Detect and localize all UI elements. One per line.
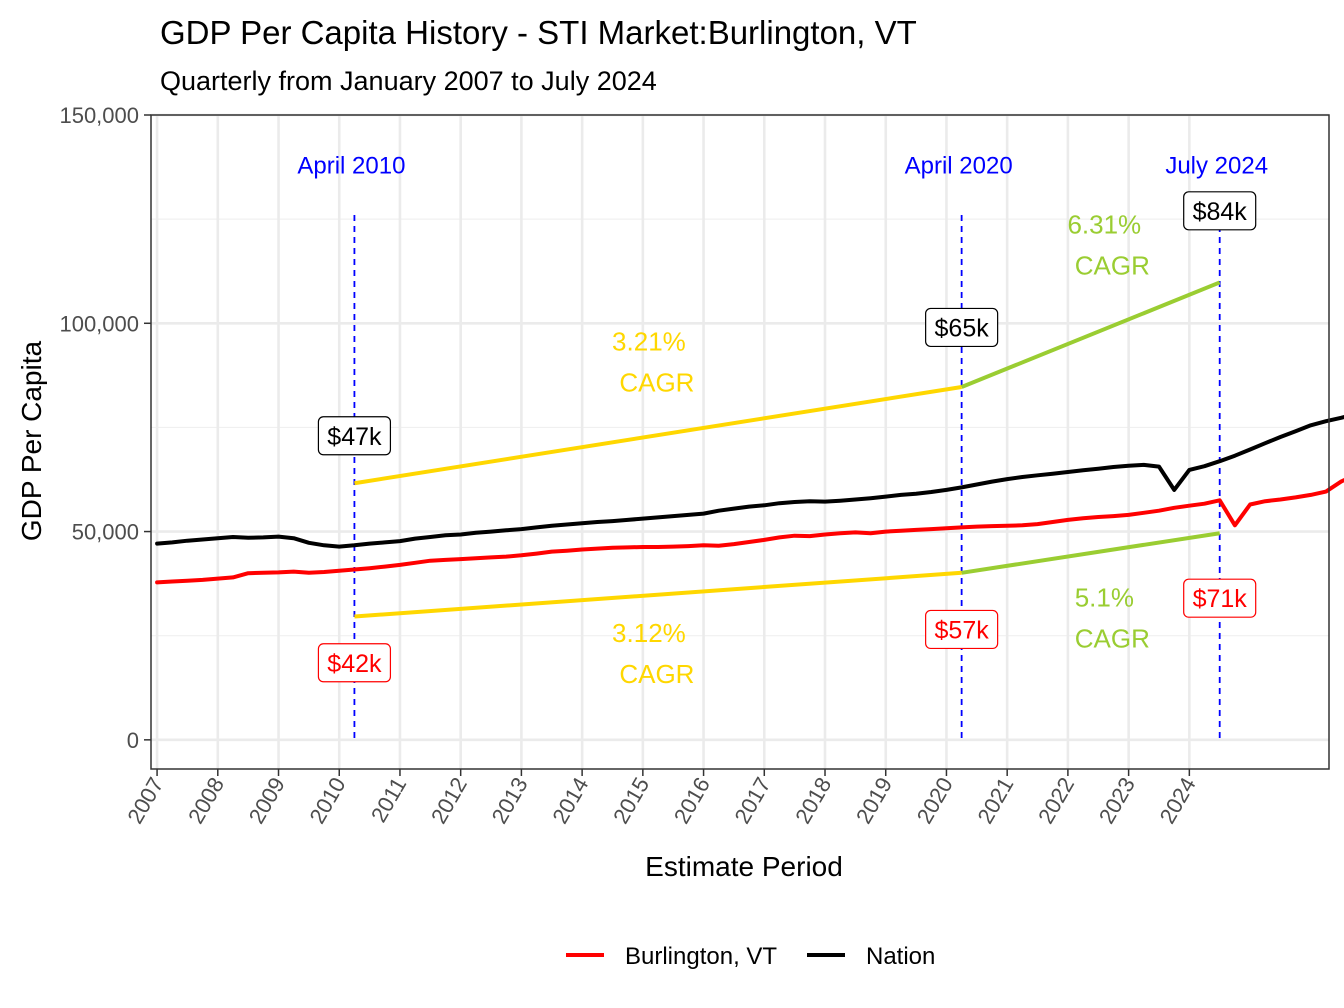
- x-tick-label: 2018: [790, 773, 836, 828]
- value-label-box: [317, 643, 392, 683]
- series-line: [155, 414, 1344, 549]
- x-tick-label: 2024: [1155, 773, 1201, 828]
- legend: Burlington, VT Nation: [566, 943, 935, 970]
- x-tick-label: 2014: [547, 773, 593, 828]
- chart-subtitle: Quarterly from January 2007 to July 2024: [160, 66, 657, 96]
- legend-label-burlington: Burlington, VT: [625, 943, 777, 970]
- x-tick-label: 2008: [183, 773, 229, 828]
- value-label: $84k: [1193, 198, 1248, 226]
- value-label: $47k: [327, 423, 382, 451]
- y-tick-label: 100,000: [59, 311, 139, 336]
- x-axis-label: Estimate Period: [645, 851, 843, 882]
- y-tick-label: 0: [127, 728, 139, 753]
- value-label-box: [925, 307, 999, 348]
- value-label: $42k: [327, 650, 382, 678]
- x-tick-label: 2013: [487, 773, 533, 828]
- chart-title: GDP Per Capita History - STI Market:Burl…: [160, 14, 917, 51]
- x-tick-label: 2021: [972, 773, 1018, 828]
- cagr-percent-label: 5.1%: [1075, 583, 1134, 613]
- reference-label: July 2024: [1165, 152, 1268, 179]
- x-tick-label: 2020: [912, 773, 958, 828]
- x-tick-label: 2017: [729, 773, 775, 828]
- cagr-word-label: CAGR: [619, 659, 694, 689]
- series-line: [155, 477, 1344, 585]
- y-tick-label: 50,000: [72, 520, 139, 545]
- x-tick-label: 2023: [1094, 773, 1140, 828]
- trend-line: [354, 385, 962, 486]
- cagr-percent-label: 3.21%: [612, 326, 686, 356]
- value-label: $65k: [935, 314, 990, 342]
- x-tick-label: 2007: [122, 773, 168, 828]
- value-label: $71k: [1193, 585, 1248, 613]
- x-tick-label: 2011: [366, 773, 411, 826]
- value-label-box: [1183, 578, 1257, 618]
- trend-line: [354, 570, 962, 619]
- reference-label: April 2010: [297, 152, 405, 179]
- value-label-box: [317, 416, 392, 456]
- cagr-word-label: CAGR: [1075, 251, 1150, 281]
- x-tick-label: 2016: [669, 773, 715, 828]
- cagr-word-label: CAGR: [1075, 624, 1150, 654]
- value-label-box: [925, 609, 999, 650]
- value-label: $57k: [935, 616, 990, 644]
- plot-border: [150, 114, 1330, 770]
- y-axis-label: GDP Per Capita: [16, 340, 47, 541]
- x-tick-label: 2010: [304, 773, 350, 828]
- cagr-word-label: CAGR: [619, 367, 694, 397]
- x-tick-label: 2019: [851, 773, 897, 828]
- cagr-percent-label: 6.31%: [1067, 210, 1141, 240]
- y-tick-label: 150,000: [59, 103, 139, 128]
- trend-line: [961, 531, 1221, 575]
- x-tick-label: 2009: [244, 773, 290, 828]
- legend-label-nation: Nation: [866, 943, 935, 970]
- value-label-box: [1183, 191, 1257, 231]
- x-tick-label: 2012: [426, 773, 472, 828]
- trend-line: [960, 280, 1221, 389]
- plot-area: 0 50,000 100,000 150,000 2007 2008 2009 2010 201…: [59, 103, 1344, 828]
- cagr-percent-label: 3.12%: [612, 618, 686, 648]
- x-tick-label: 2015: [608, 773, 654, 828]
- x-tick-label: 2022: [1033, 773, 1079, 828]
- reference-label: April 2020: [905, 152, 1013, 179]
